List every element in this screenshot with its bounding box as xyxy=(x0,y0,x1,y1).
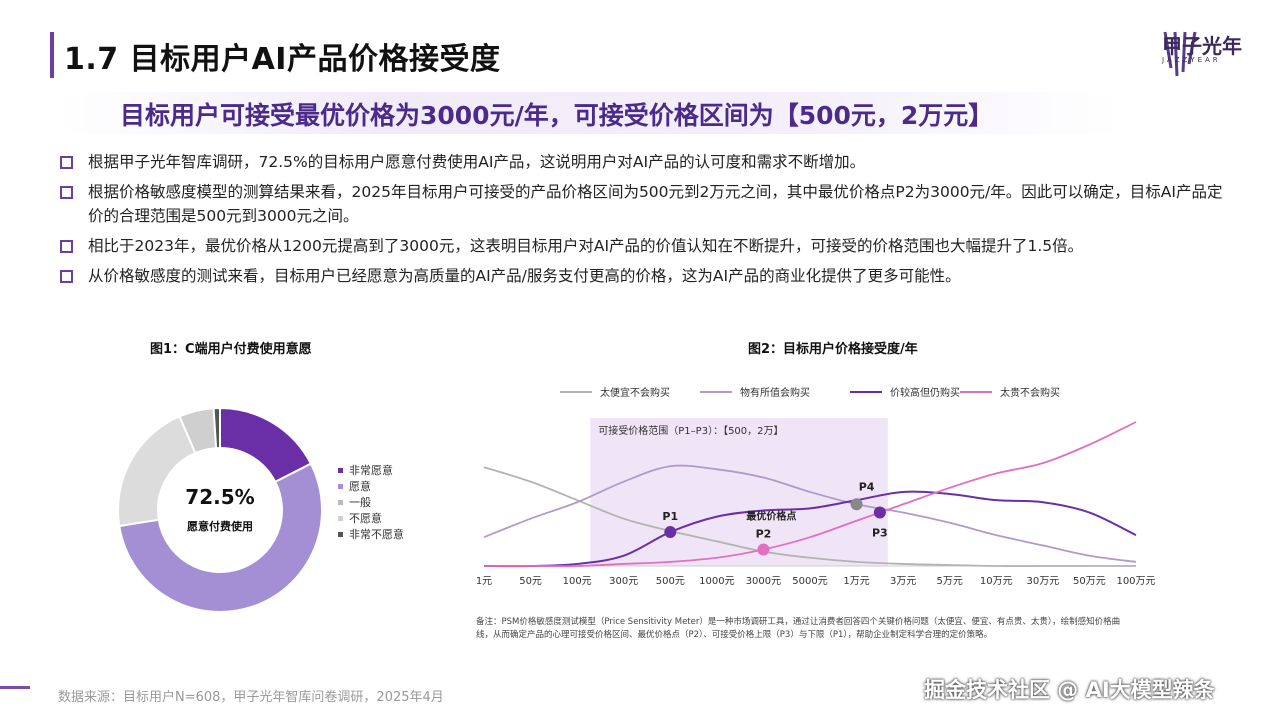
price-point-marker xyxy=(757,543,770,556)
subtitle: 目标用户可接受最优价格为3000元/年，可接受价格区间为【500元，2万元】 xyxy=(120,101,994,130)
bullet-item: 相比于2023年，最优价格从1200元提高到了3000元，这表明目标用户对AI产… xyxy=(60,234,1230,258)
x-tick-label: 50元 xyxy=(519,576,542,587)
legend-label: 愿意 xyxy=(349,480,371,493)
legend-item: 一般 xyxy=(338,494,404,510)
legend-label: 太便宜不会购买 xyxy=(600,386,670,399)
legend-label: 非常愿意 xyxy=(349,464,393,477)
chart-note: 备注：PSM价格敏感度测试模型（Price Sensitivity Meter）… xyxy=(476,617,1121,640)
price-point-marker xyxy=(873,506,886,519)
legend-item: 非常不愿意 xyxy=(338,526,404,542)
figure1-title: 图1：C端用户付费使用意愿 xyxy=(150,342,312,357)
donut-slice xyxy=(118,462,323,613)
legend-swatch xyxy=(338,499,343,505)
logo-text: 甲子光年 xyxy=(1162,34,1242,58)
x-tick-label: 10万元 xyxy=(980,576,1013,587)
footer-accent-line xyxy=(0,686,30,689)
x-tick-label: 1元 xyxy=(476,576,492,587)
page-title: 1.7 目标用户AI产品价格接受度 xyxy=(64,42,501,77)
legend-item: 愿意 xyxy=(338,478,404,494)
data-source: 数据来源：目标用户N=608，甲子光年智库问卷调研，2025年4月 xyxy=(58,690,444,705)
legend-swatch xyxy=(338,467,343,473)
subtitle-band xyxy=(60,92,1120,134)
legend-label: 一般 xyxy=(349,496,371,509)
series-line xyxy=(483,490,1137,568)
series-line xyxy=(484,421,1137,568)
legend-item: 不愿意 xyxy=(338,510,404,526)
donut-center-value: 72.5% xyxy=(185,485,254,509)
bullet-text: 从价格敏感度的测试来看，目标用户已经愿意为高质量的AI产品/服务支付更高的价格，… xyxy=(88,267,961,285)
legend-label: 不愿意 xyxy=(349,512,382,525)
price-point-label: P2 xyxy=(756,528,772,541)
title-accent-bar xyxy=(50,32,54,78)
logo-subtext: JAZZYEAR xyxy=(1162,56,1221,64)
acceptable-range-band xyxy=(590,418,888,566)
x-tick-label: 100万元 xyxy=(1116,576,1155,587)
logo-icon xyxy=(1163,31,1197,77)
donut-slice xyxy=(117,415,197,528)
figure2-title: 图2：目标用户价格接受度/年 xyxy=(748,342,918,357)
optimal-price-label: 最优价格点 xyxy=(746,510,796,523)
bullet-item: 根据甲子光年智库调研，72.5%的目标用户愿意付费使用AI产品，这说明用户对AI… xyxy=(60,150,1230,174)
price-point-label: P4 xyxy=(859,480,875,493)
legend-label: 非常不愿意 xyxy=(349,528,404,541)
x-tick-label: 3万元 xyxy=(890,576,916,587)
donut-chart: 72.5% 愿意付费使用 xyxy=(117,406,323,613)
x-tick-label: 30万元 xyxy=(1026,576,1059,587)
x-tick-label: 5000元 xyxy=(792,576,827,587)
donut-legend: 非常愿意愿意一般不愿意非常不愿意 xyxy=(338,462,404,542)
bullet-text: 根据甲子光年智库调研，72.5%的目标用户愿意付费使用AI产品，这说明用户对AI… xyxy=(88,153,866,171)
bullet-box-icon xyxy=(60,270,73,283)
legend-item: 非常愿意 xyxy=(338,462,404,478)
x-tick-label: 1万元 xyxy=(843,576,869,587)
legend-swatch xyxy=(338,531,343,537)
x-tick-label: 3000元 xyxy=(746,576,781,587)
bullet-text: 根据价格敏感度模型的测算结果来看，2025年目标用户可接受的产品价格区间为500… xyxy=(88,183,1223,225)
donut-slice xyxy=(212,406,221,450)
legend-label: 物有所值会购买 xyxy=(740,386,810,399)
bullet-item: 根据价格敏感度模型的测算结果来看，2025年目标用户可接受的产品价格区间为500… xyxy=(60,180,1230,228)
bullet-box-icon xyxy=(60,156,73,169)
price-point-label: P3 xyxy=(872,527,888,540)
x-tick-label: 500元 xyxy=(656,576,685,587)
bullet-list: 根据甲子光年智库调研，72.5%的目标用户愿意付费使用AI产品，这说明用户对AI… xyxy=(60,150,1230,294)
bullet-box-icon xyxy=(60,240,73,253)
legend-swatch xyxy=(338,483,343,489)
donut-center-label: 愿意付费使用 xyxy=(187,519,253,533)
x-tick-label: 1000元 xyxy=(699,576,734,587)
x-tick-label: 5万元 xyxy=(937,576,963,587)
series-line xyxy=(483,466,1136,567)
watermark-text: 掘金技术社区 @ AI大模型辣条 xyxy=(924,678,1215,702)
bullet-item: 从价格敏感度的测试来看，目标用户已经愿意为高质量的AI产品/服务支付更高的价格，… xyxy=(60,264,1230,288)
legend-swatch xyxy=(338,515,343,521)
price-point-marker xyxy=(850,498,863,511)
legend-label: 太贵不会购买 xyxy=(1000,386,1060,399)
price-point-marker xyxy=(664,526,677,539)
bullet-box-icon xyxy=(60,186,73,199)
price-point-label: P1 xyxy=(662,510,678,523)
x-tick-label: 300元 xyxy=(609,576,638,587)
acceptable-range-label: 可接受价格范围（P1–P3）：【500，2万】 xyxy=(598,424,783,437)
x-tick-label: 50万元 xyxy=(1073,576,1106,587)
bullet-text: 相比于2023年，最优价格从1200元提高到了3000元，这表明目标用户对AI产… xyxy=(88,237,1084,255)
series-line xyxy=(483,464,1137,563)
line-chart: 太便宜不会购买 物有所值会购买 价较高但仍购买 太贵不会购买 可接受价格范围（P1–P… xyxy=(476,386,1156,587)
legend-label: 价较高但仍购买 xyxy=(890,386,960,399)
x-tick-label: 100元 xyxy=(563,576,592,587)
